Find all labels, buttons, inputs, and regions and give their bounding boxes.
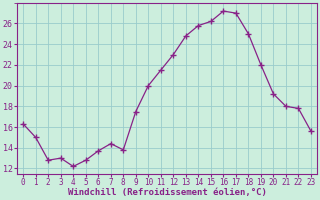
X-axis label: Windchill (Refroidissement éolien,°C): Windchill (Refroidissement éolien,°C)	[68, 188, 267, 197]
